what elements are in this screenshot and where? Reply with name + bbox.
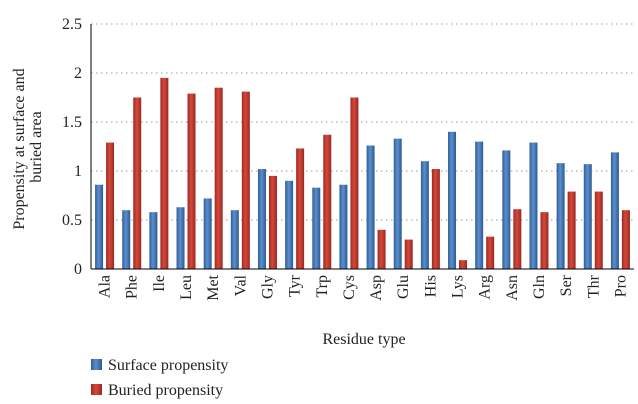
x-category-label: Lys — [450, 275, 467, 298]
bar-val-buried — [241, 91, 250, 270]
y-tick-label: 1 — [74, 163, 82, 180]
x-category-label: Asn — [504, 275, 521, 301]
bar-asn-buried — [513, 209, 522, 269]
legend-label-surface: Surface propensity — [108, 357, 228, 374]
x-category-labels: Ala Phe Ile Leu Met Val Gly Tyr Trp Cys Asp Glu His L… — [97, 274, 630, 300]
legend-label-buried: Buried propensity — [108, 382, 223, 399]
bar-asp-surface — [366, 145, 375, 269]
bars — [95, 77, 630, 270]
bar-his-buried — [431, 169, 440, 269]
bar-asn-surface — [502, 150, 511, 269]
x-axis-title: Residue type — [322, 331, 405, 348]
bar-tyr-buried — [296, 148, 305, 269]
bar-pro-buried — [621, 210, 630, 269]
legend-swatch-surface — [91, 359, 102, 370]
bar-lys-buried — [459, 260, 468, 269]
y-axis-title: Propensity at surface and buried area — [11, 64, 45, 229]
bar-thr-buried — [594, 191, 603, 269]
x-category-label: Arg — [477, 275, 494, 300]
x-category-label: Val — [232, 274, 249, 296]
gridlines — [91, 23, 634, 221]
bar-his-surface — [420, 161, 429, 269]
bar-ala-surface — [95, 184, 104, 269]
bar-ser-surface — [556, 163, 565, 269]
x-category-label: Phe — [124, 275, 141, 299]
x-category-label: Ser — [558, 274, 575, 296]
y-tick-label: 2 — [74, 65, 82, 82]
bar-ile-buried — [160, 77, 169, 270]
bar-gln-buried — [540, 212, 549, 269]
y-tick-label: 2.5 — [62, 16, 82, 33]
bar-arg-buried — [486, 236, 495, 269]
bar-asp-buried — [377, 229, 386, 269]
bar-ala-buried — [106, 142, 115, 269]
bar-leu-buried — [187, 93, 196, 269]
y-tick-label: 0 — [74, 261, 82, 278]
legend-item-buried: Buried propensity — [91, 382, 223, 399]
bar-gly-surface — [257, 169, 266, 269]
x-category-label: Ala — [97, 275, 114, 298]
bar-pro-surface — [610, 152, 619, 269]
y-tick-labels: 0 0.5 1 1.5 2 2.5 — [62, 16, 82, 278]
bar-glu-buried — [404, 239, 413, 269]
x-category-label: Met — [205, 274, 222, 300]
bar-ser-buried — [567, 191, 576, 269]
x-category-label: Cys — [341, 275, 358, 300]
x-category-label: Gly — [259, 275, 276, 299]
bar-tyr-surface — [285, 180, 294, 269]
y-tick-label: 1.5 — [62, 114, 82, 131]
bar-phe-buried — [133, 97, 142, 269]
x-category-label: Thr — [585, 274, 602, 298]
y-axis-title-line-1: Propensity at surface and — [11, 68, 28, 229]
x-category-label: Leu — [178, 275, 195, 300]
bar-lys-surface — [448, 131, 457, 269]
bar-gly-buried — [268, 175, 277, 269]
x-category-label: Asp — [368, 275, 385, 301]
bar-leu-surface — [176, 207, 185, 269]
x-category-label: Trp — [314, 275, 331, 298]
bar-met-surface — [203, 198, 212, 269]
x-category-label: Glu — [395, 275, 412, 299]
x-category-label: His — [422, 275, 439, 297]
bar-glu-surface — [393, 138, 402, 269]
bar-thr-surface — [583, 164, 592, 269]
bar-trp-buried — [323, 134, 332, 269]
legend: Surface propensity Buried propensity — [91, 357, 228, 399]
bar-cys-surface — [339, 184, 348, 269]
bar-ile-surface — [149, 212, 158, 269]
legend-item-surface: Surface propensity — [91, 357, 228, 374]
x-category-label: Ile — [151, 275, 168, 292]
bar-met-buried — [214, 87, 223, 269]
x-category-label: Gln — [531, 275, 548, 299]
legend-swatch-buried — [91, 384, 102, 395]
bar-cys-buried — [350, 97, 359, 269]
bar-val-surface — [230, 210, 239, 269]
bar-arg-surface — [475, 141, 484, 269]
y-tick-label: 0.5 — [62, 212, 82, 229]
bar-trp-surface — [312, 187, 321, 269]
x-category-label: Tyr — [287, 274, 304, 297]
y-axis-title-line-2: buried area — [28, 111, 45, 183]
bar-gln-surface — [529, 142, 538, 269]
bar-phe-surface — [122, 210, 131, 269]
x-category-label: Pro — [612, 275, 629, 297]
